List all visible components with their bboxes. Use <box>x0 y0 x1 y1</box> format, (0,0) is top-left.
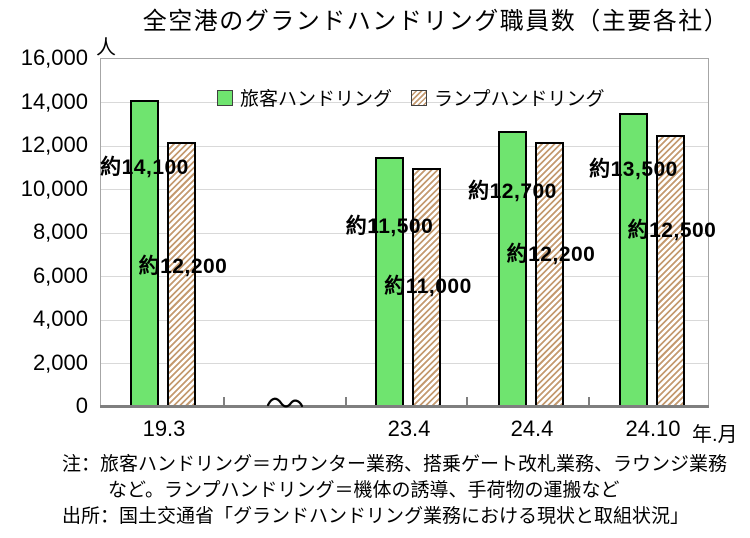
gridline <box>101 102 708 103</box>
x-axis-break-squiggle-icon <box>266 397 304 408</box>
legend-label-ramp: ランプハンドリング <box>434 89 605 110</box>
x-axis-tick <box>344 397 347 407</box>
bar-ramp-24.4 <box>535 141 564 407</box>
bar-value-label: 約11,500 <box>345 214 434 238</box>
y-tick-label: 8,000 <box>32 219 88 244</box>
y-axis-unit-label: 人 <box>96 37 116 59</box>
footnotes: 注：旅客ハンドリング＝カウンター業務、搭乗ゲート改札業務、ラウンジ業務 など。ラ… <box>62 452 727 530</box>
gridline <box>101 145 708 147</box>
bar-passenger-23.4 <box>375 156 404 407</box>
bar-value-label: 約12,700 <box>468 179 557 203</box>
bar-value-label: 約12,500 <box>627 219 717 243</box>
ramp-series-swatch-icon <box>411 89 428 106</box>
plot-area: 約14,100 約11,500 約12,700 約13,500 約12,200 約11,0… <box>100 58 716 408</box>
note-line-2: など。ランプハンドリング＝機体の誘導、手荷物の運搬など <box>108 480 620 501</box>
bar-passenger-24.10 <box>619 113 648 407</box>
bar-value-label: 約12,200 <box>506 242 596 266</box>
gridline <box>101 232 708 234</box>
y-tick-label: 14,000 <box>20 88 88 114</box>
legend-label-passenger: 旅客ハンドリング <box>240 89 393 110</box>
x-axis-unit-label: 年.月 <box>692 424 738 446</box>
x-tick-label: 24.10 <box>625 416 681 441</box>
bar-passenger-19.3 <box>130 100 159 407</box>
chart-title: 全空港のグランドハンドリング職員数（主要各社） <box>142 8 730 35</box>
legend: 旅客ハンドリング ランプハンドリング <box>217 84 604 111</box>
x-axis-tick <box>587 397 590 407</box>
gridline <box>101 319 708 321</box>
bar-passenger-24.4 <box>498 130 527 407</box>
gridline <box>101 189 708 190</box>
bar-ramp-19.3 <box>167 141 196 407</box>
y-tick-label: 4,000 <box>32 306 88 331</box>
legend-item-passenger-handling: 旅客ハンドリング <box>217 84 392 111</box>
gridline <box>101 276 708 277</box>
bar-value-label: 約12,200 <box>138 254 228 278</box>
source-line: 出所：国土交通省「グランドハンドリング業務における現状と取組状況」 <box>62 506 690 527</box>
x-axis-tick <box>223 397 225 407</box>
legend-item-ramp-handling: ランプハンドリング <box>411 84 604 111</box>
y-tick-label: 0 <box>75 393 88 418</box>
y-tick-label: 10,000 <box>20 175 88 201</box>
bar-value-label: 約14,100 <box>100 156 189 180</box>
gridline <box>101 363 708 364</box>
bar-ramp-24.10 <box>656 135 685 407</box>
bar-value-label: 約13,500 <box>589 158 678 182</box>
y-tick-label: 6,000 <box>32 262 88 288</box>
y-tick-label: 12,000 <box>20 132 88 157</box>
x-tick-label: 23.4 <box>387 416 431 441</box>
y-tick-label: 16,000 <box>20 45 88 70</box>
x-axis-tick <box>466 397 468 407</box>
x-tick-label: 24.4 <box>510 416 554 441</box>
note-line-1: 注：旅客ハンドリング＝カウンター業務、搭乗ゲート改札業務、ラウンジ業務 <box>62 454 728 475</box>
bar-value-label: 約11,000 <box>384 274 472 298</box>
bar-ramp-23.4 <box>412 167 441 407</box>
x-axis-line <box>100 404 709 408</box>
y-tick-label: 2,000 <box>32 349 88 375</box>
passenger-series-swatch-icon <box>217 89 233 106</box>
x-tick-label: 19.3 <box>142 416 186 441</box>
